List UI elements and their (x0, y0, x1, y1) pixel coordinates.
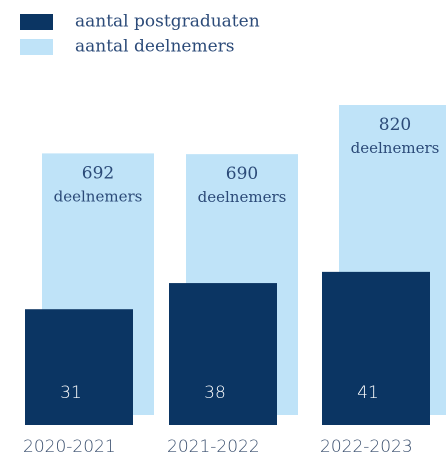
x-tick-label: 2022-2023 (320, 437, 413, 457)
x-tick-label: 2020-2021 (23, 437, 116, 457)
data-label: 38 (204, 383, 226, 403)
data-label-line: 692 (82, 163, 114, 183)
data-label: 31 (60, 383, 82, 403)
data-label: 41 (357, 383, 379, 403)
data-label: 692 deelnemers (54, 163, 143, 206)
data-label-line: deelnemers (351, 139, 440, 157)
legend-swatch (20, 39, 53, 55)
bar (169, 283, 277, 425)
data-label-line: 690 (226, 164, 258, 184)
bar (322, 271, 430, 425)
legend-label: aantal postgraduaten (75, 12, 260, 32)
data-label-line: 820 (379, 115, 411, 135)
bar (25, 309, 133, 425)
legend-label: aantal deelnemers (75, 37, 235, 57)
data-label-line: deelnemers (198, 188, 287, 206)
data-label: 820 deelnemers (351, 115, 440, 158)
data-label-line: deelnemers (54, 187, 143, 205)
legend-swatch (20, 14, 53, 30)
x-tick-label: 2021-2022 (167, 437, 260, 457)
data-label: 690 deelnemers (198, 164, 287, 207)
